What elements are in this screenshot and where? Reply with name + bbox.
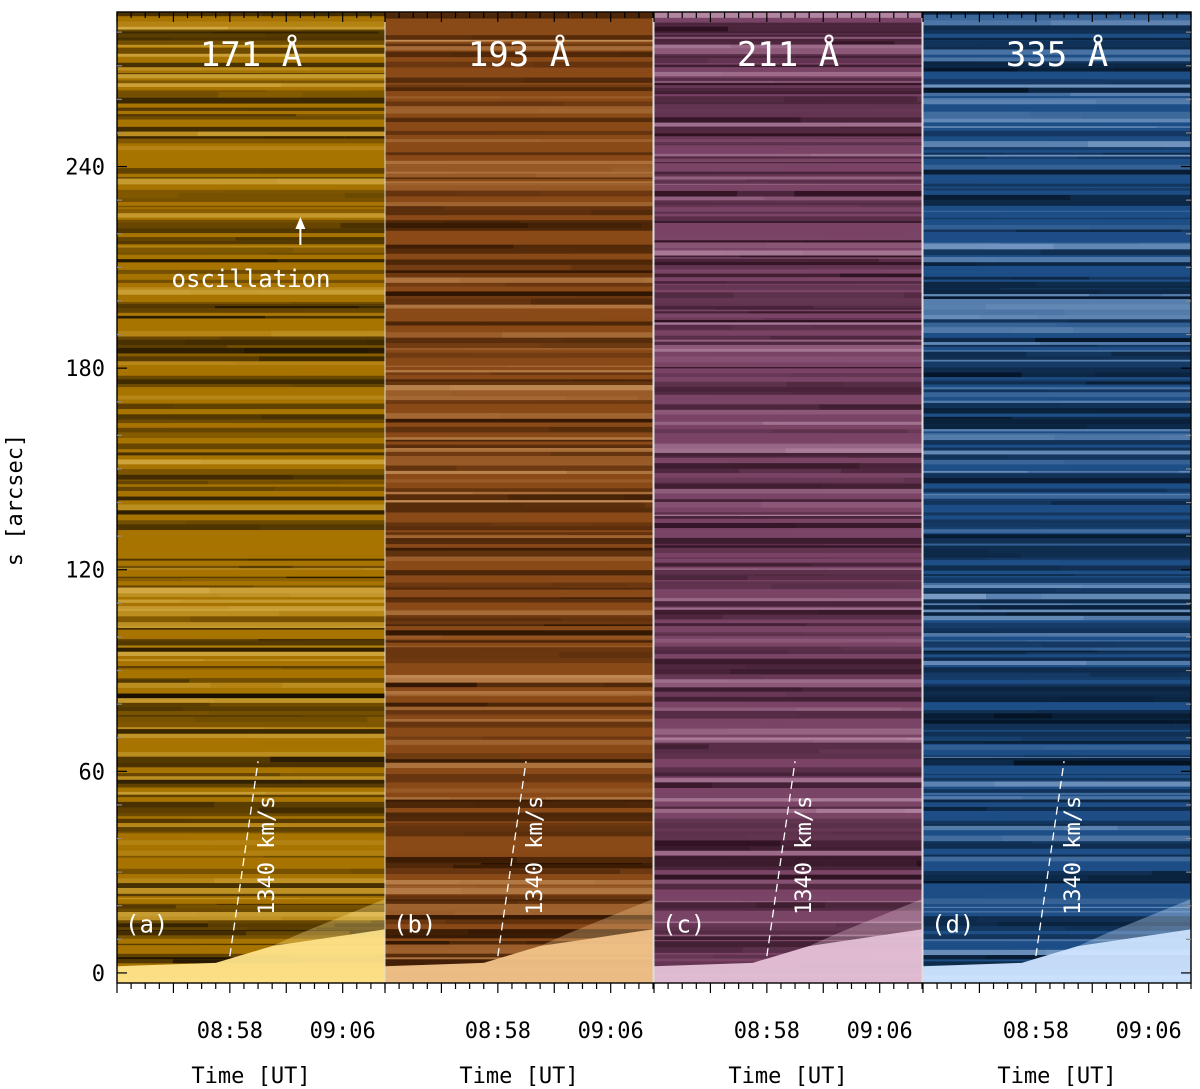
- x-axis-label: Time [UT]: [997, 1064, 1116, 1089]
- x-tick-label: 08:58: [734, 1019, 800, 1044]
- streak-texture: [385, 12, 653, 983]
- panel-a: 1340 km/s 171 Å (a) oscillation: [117, 12, 385, 983]
- panel-letter-label: (c): [662, 911, 705, 939]
- speed-label: 1340 km/s: [255, 796, 280, 915]
- speed-label: 1340 km/s: [523, 796, 548, 915]
- streak-texture: [117, 12, 385, 983]
- flare-base: [923, 899, 1191, 983]
- y-tick-label: 120: [65, 559, 105, 584]
- speed-line: [766, 761, 796, 957]
- flare-base: [385, 899, 653, 983]
- x-tick-label: 09:06: [578, 1019, 644, 1044]
- panel-b: 1340 km/s 193 Å (b): [385, 12, 653, 983]
- speed-label: 1340 km/s: [792, 796, 817, 915]
- flare-base: [117, 899, 385, 983]
- speed-line: [497, 761, 527, 957]
- x-tick-label: 08:58: [1003, 1019, 1069, 1044]
- oscillation-arrow-head: [295, 216, 306, 229]
- x-tick-label: 09:06: [310, 1019, 376, 1044]
- x-axis-label: Time [UT]: [459, 1064, 578, 1089]
- panels-layer: 1340 km/s 171 Å (a) oscillation 1340 km/s 193…: [116, 11, 1192, 984]
- panel-title: 193 Å: [468, 34, 570, 75]
- panel-title: 335 Å: [1006, 34, 1108, 75]
- panel-letter-label: (d): [931, 911, 974, 939]
- y-tick-label: 180: [65, 357, 105, 382]
- flare-base: [654, 899, 922, 983]
- speed-label: 1340 km/s: [1061, 796, 1086, 915]
- streak-texture: [654, 12, 922, 983]
- x-axis-label: Time [UT]: [728, 1064, 847, 1089]
- panel-c: 1340 km/s 211 Å (c): [654, 12, 922, 983]
- panel-title: 171 Å: [200, 34, 302, 75]
- y-tick-label: 60: [79, 760, 106, 785]
- x-tick-label: 09:06: [1116, 1019, 1182, 1044]
- speed-line: [1035, 761, 1065, 957]
- oscillation-label: oscillation: [172, 265, 331, 293]
- y-tick-label: 0: [92, 962, 105, 987]
- speed-line: [229, 761, 259, 957]
- y-tick-label: 240: [65, 156, 105, 181]
- x-tick-label: 08:58: [197, 1019, 263, 1044]
- plot-frame: [116, 11, 1192, 984]
- x-tick-label: 09:06: [847, 1019, 913, 1044]
- panel-letter-label: (a): [125, 911, 168, 939]
- panel-letter-label: (b): [393, 911, 436, 939]
- x-axis-label: Time [UT]: [191, 1064, 310, 1089]
- y-axis-label: s [arcsec]: [3, 434, 28, 566]
- x-tick-label: 08:58: [465, 1019, 531, 1044]
- panel-d: 1340 km/s 335 Å (d): [923, 12, 1191, 983]
- panel-title: 211 Å: [737, 34, 839, 75]
